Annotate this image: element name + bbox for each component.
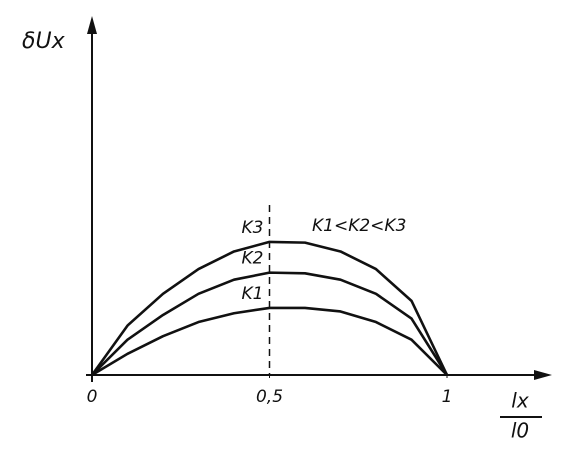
y-axis-label: δUx	[22, 29, 66, 54]
series-line	[91, 271, 449, 376]
x-tick-label: 1	[442, 387, 453, 407]
x-axis-label-denominator: l0	[511, 419, 529, 443]
series-label: K1	[242, 284, 264, 304]
series-label: K3	[242, 218, 264, 238]
x-axis-arrow	[534, 370, 552, 380]
x-tick-label: 0,5	[256, 387, 283, 407]
y-axis-arrow	[87, 16, 97, 34]
series-line	[91, 306, 448, 377]
series-label: K2	[242, 249, 264, 269]
annotation: K1<K2<K3	[312, 216, 406, 236]
x-axis-label-numerator: lx	[511, 389, 529, 413]
series-line	[90, 240, 449, 376]
x-tick-label: 0	[87, 387, 98, 407]
